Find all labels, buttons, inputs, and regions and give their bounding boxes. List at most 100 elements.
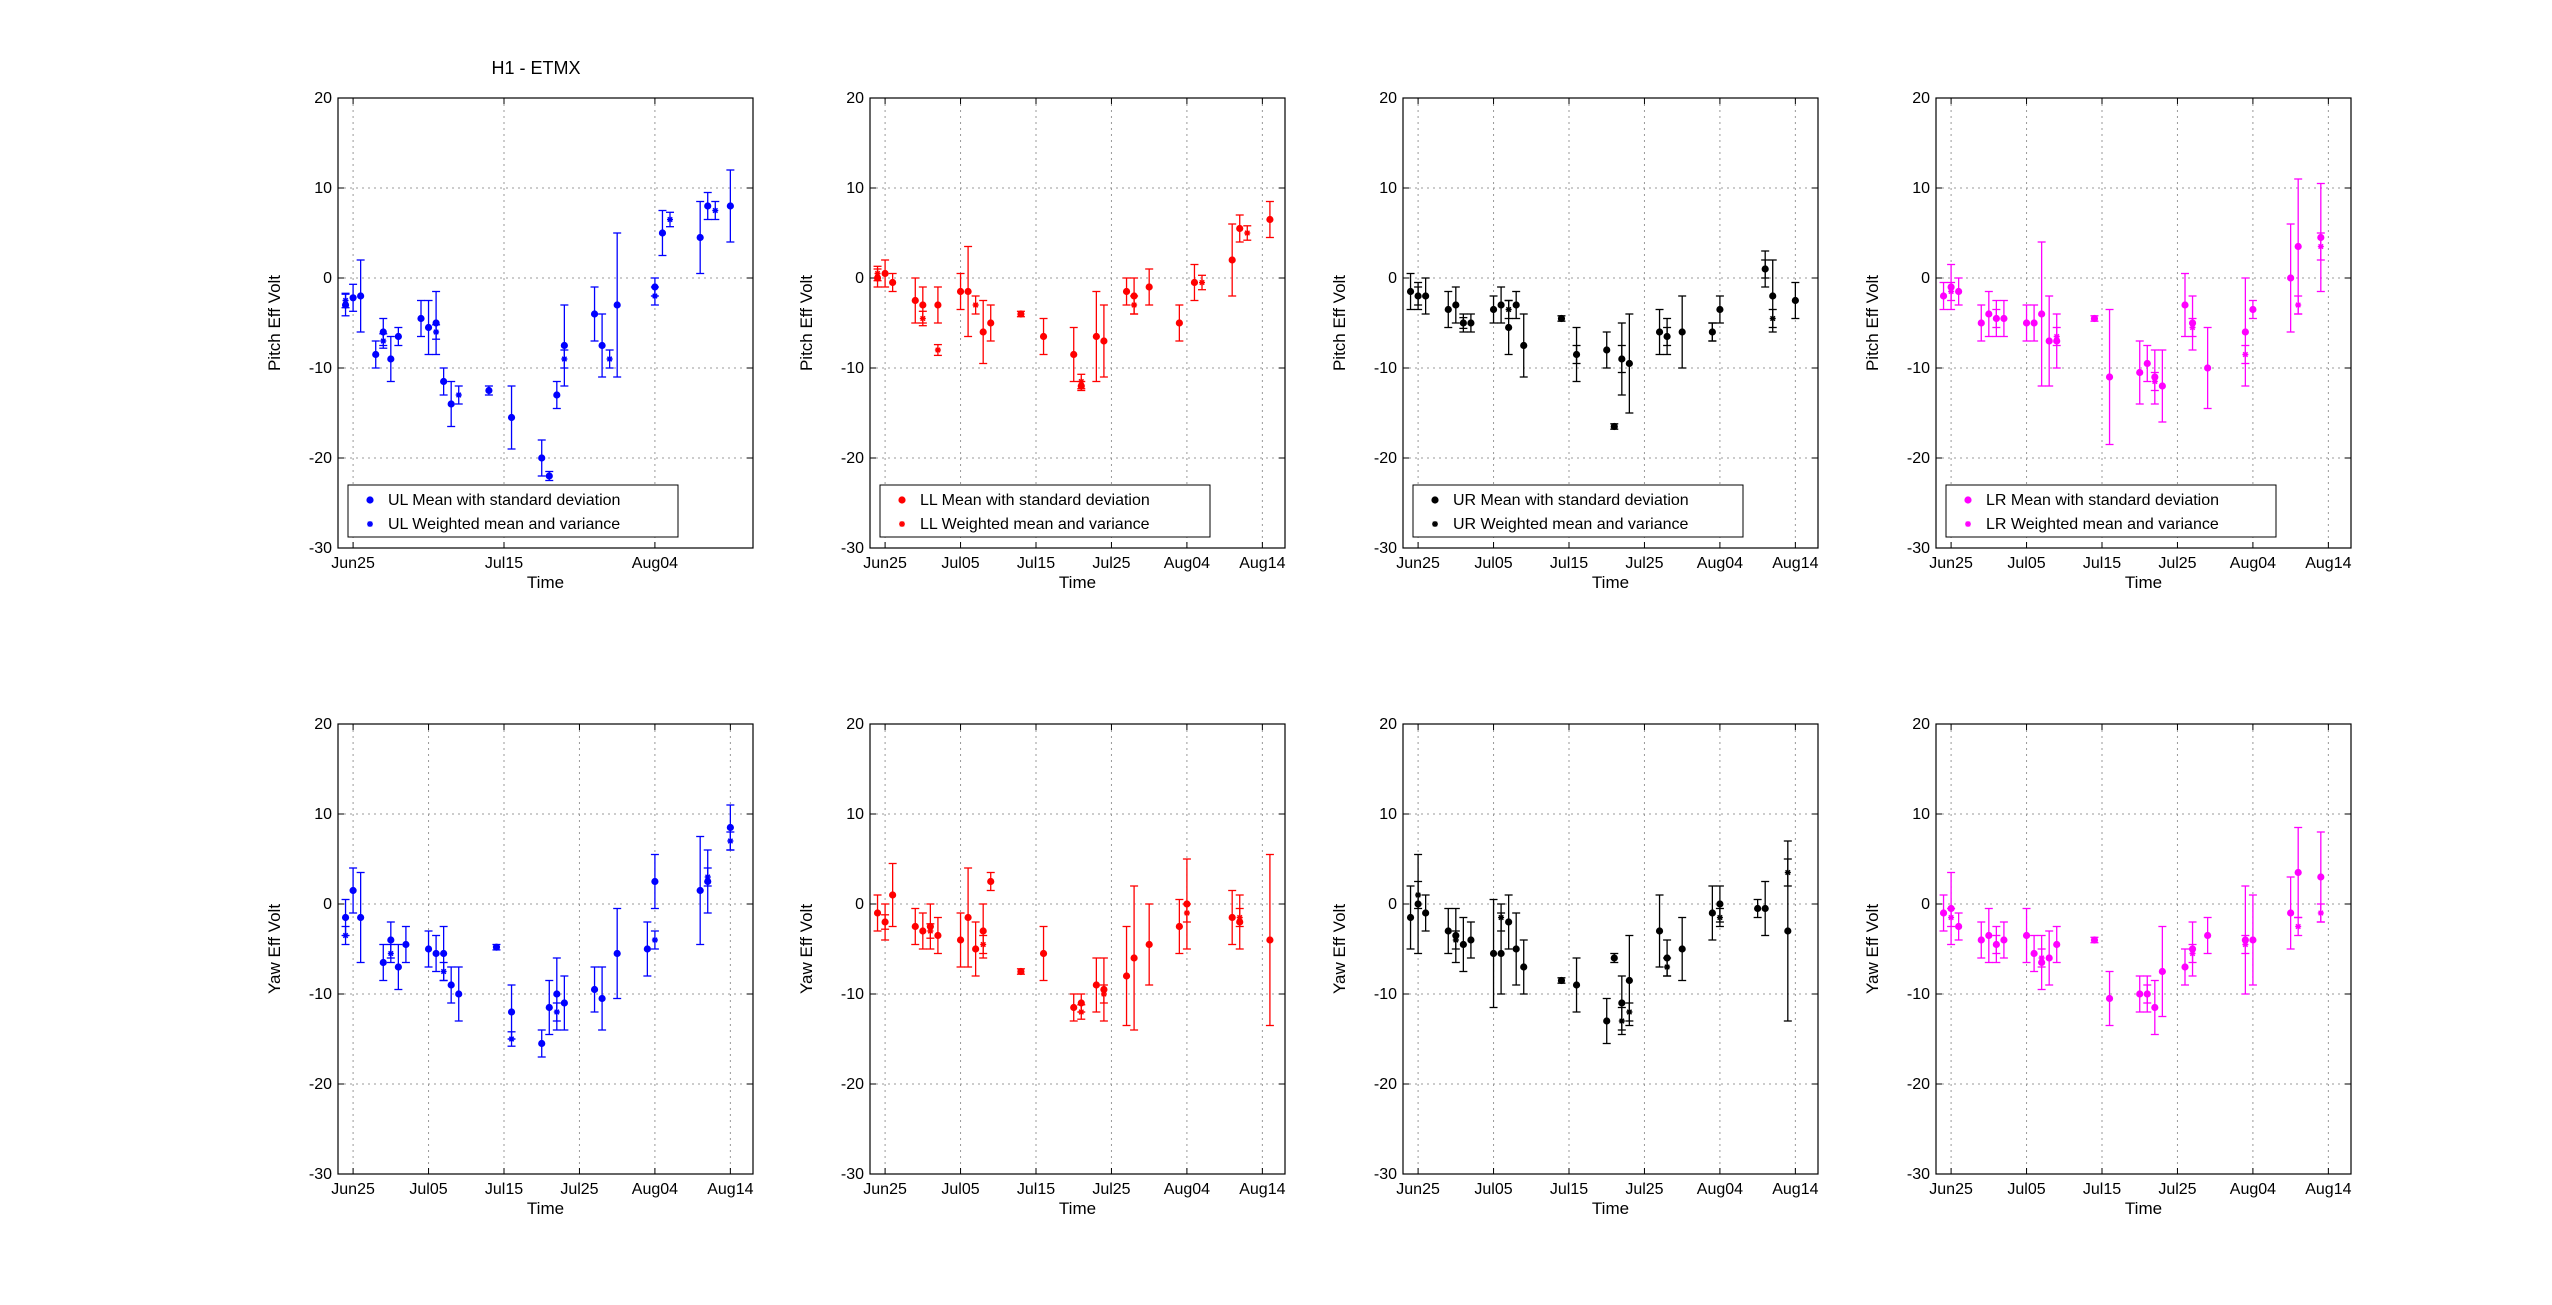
data-point [1016, 310, 1025, 318]
mean-marker [2022, 319, 2031, 327]
data-series [341, 169, 735, 482]
weighted-marker [1452, 937, 1459, 943]
data-series [1406, 840, 1792, 1045]
weighted-marker [2189, 324, 2196, 331]
data-point [1954, 912, 1963, 941]
data-point [1791, 281, 1800, 320]
data-point [2294, 826, 2303, 919]
mean-marker [1444, 927, 1452, 935]
weighted-marker [440, 968, 447, 975]
x-tick-label: Jun25 [331, 555, 375, 572]
data-point [933, 343, 942, 357]
mean-marker [394, 963, 402, 971]
data-point [560, 975, 569, 1031]
x-tick-label: Aug04 [632, 1181, 678, 1198]
mean-marker [613, 949, 621, 958]
mean-marker [1655, 927, 1664, 935]
x-axis-label: Time [1059, 1199, 1096, 1218]
x-tick-label: Jul25 [2158, 555, 2196, 572]
axes-frame [337, 723, 754, 1175]
data-point [1984, 907, 1993, 964]
mean-marker [1708, 909, 1716, 917]
x-tick-label: Aug14 [2305, 1181, 2351, 1198]
x-tick-label: Aug04 [2230, 555, 2276, 572]
y-tick-label: 20 [1379, 716, 1397, 733]
mean-marker [2294, 242, 2302, 251]
mean-marker [1039, 949, 1048, 958]
mean-marker [726, 823, 734, 832]
data-point [971, 295, 980, 315]
mean-marker [1017, 310, 1025, 318]
data-point [1768, 308, 1777, 329]
mean-marker [2181, 301, 2189, 309]
legend-marker-weighted [899, 521, 905, 527]
mean-marker [1625, 976, 1633, 985]
legend-entry-label: LL Weighted mean and variance [920, 516, 1150, 533]
mean-marker [1497, 301, 1505, 309]
mean-marker [1678, 328, 1686, 336]
weighted-marker [2317, 910, 2324, 916]
mean-marker [613, 301, 621, 309]
mean-marker [2000, 314, 2008, 323]
data-point [1557, 976, 1566, 985]
data-point [1444, 290, 1453, 329]
data-point [2143, 344, 2152, 383]
data-point [696, 835, 705, 946]
y-tick-label: 10 [314, 180, 332, 197]
data-point [432, 934, 441, 973]
data-point [1039, 925, 1048, 982]
mean-marker [455, 990, 463, 998]
mean-marker [372, 350, 380, 359]
legend-box [1412, 484, 1744, 538]
axes-frame [869, 723, 1286, 1175]
mean-marker [1467, 319, 1475, 327]
x-axis-label: Time [1592, 1199, 1629, 1218]
y-axis-label: Pitch Eff Volt [797, 275, 816, 371]
data-point [1504, 894, 1513, 950]
y-tick-label: 0 [1921, 896, 1930, 913]
mean-marker [934, 301, 942, 309]
data-point [349, 867, 358, 914]
weighted-marker [1618, 356, 1625, 362]
mean-marker [1100, 337, 1108, 345]
x-tick-label: Jul15 [485, 555, 523, 572]
weighted-marker [561, 356, 568, 362]
data-point [590, 286, 599, 342]
data-point [1954, 277, 1963, 306]
data-point [2188, 317, 2197, 338]
weighted-marker [1618, 1018, 1625, 1024]
mean-marker [2000, 936, 2008, 944]
legend: UL Mean with standard deviation UL Weight… [347, 484, 679, 538]
data-point [971, 921, 980, 977]
mean-marker [1572, 981, 1581, 989]
data-point [424, 930, 433, 968]
data-point [726, 831, 735, 851]
data-series [1947, 903, 2325, 1004]
mean-marker [590, 985, 599, 994]
mean-marker [2053, 940, 2061, 949]
data-point [1466, 921, 1475, 959]
data-point [956, 272, 965, 311]
mean-marker [1092, 981, 1100, 989]
weighted-marker [2189, 950, 2196, 957]
mean-marker [1769, 292, 1777, 300]
mean-marker [394, 332, 402, 341]
mean-marker [1406, 913, 1415, 922]
data-point [1459, 316, 1468, 330]
y-tick-label: -30 [309, 540, 332, 557]
chart-panel: Jun25 Jul05 Jul15 Jul25 Aug04 Aug14 20 10 0 -10 -2… [1330, 90, 1819, 592]
y-tick-label: -10 [841, 986, 864, 1003]
mean-marker [2204, 931, 2212, 940]
mean-marker [2287, 274, 2295, 282]
data-point [1198, 274, 1206, 291]
data-point [2105, 970, 2114, 1027]
x-tick-label: Aug04 [1164, 1181, 1210, 1198]
mean-marker [2151, 1003, 2159, 1012]
x-tick-label: Jul05 [941, 555, 979, 572]
weighted-marker [919, 315, 926, 322]
x-tick-label: Jul15 [2083, 555, 2121, 572]
data-point [552, 380, 561, 410]
data-point [2150, 979, 2159, 1036]
mean-marker [560, 999, 568, 1007]
y-tick-label: -20 [309, 450, 332, 467]
